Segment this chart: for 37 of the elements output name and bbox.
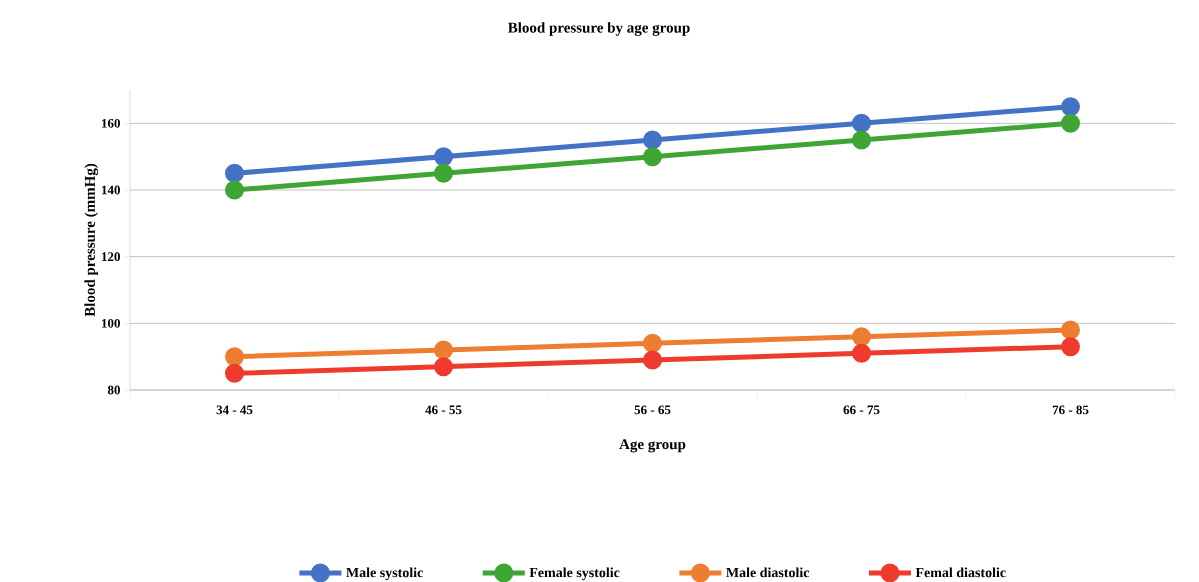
point [643,147,663,167]
point [1061,320,1081,340]
legend-label: Male diastolic [726,567,810,578]
y-tick-label: 100 [102,318,120,328]
x-tick-label: 66 - 75 [843,405,880,415]
legend-label: Male systolic [346,567,423,581]
point [1061,97,1081,117]
legend-label: Female systolic [529,567,620,581]
point [643,350,663,370]
x-axis-title: Age group [619,439,686,453]
x-tick-label: 56 - 65 [634,405,671,415]
point [1061,113,1081,133]
y-axis-title: Blood pressure (mmHg) [84,163,99,317]
y-tick-label: 140 [102,185,120,195]
point [852,343,872,363]
point [225,180,245,200]
y-tick-label: 80 [107,385,120,395]
y-tick-label: 120 [102,252,120,262]
point [434,163,453,183]
point [434,340,453,360]
point [643,130,663,150]
chart-title: Blood pressure by age group [507,22,690,36]
point [852,113,872,133]
point [852,327,872,347]
point [225,347,245,367]
point [434,357,453,377]
x-tick-label: 34 - 45 [216,405,253,415]
x-tick-label: 76 - 85 [1052,405,1089,415]
point [434,147,453,167]
x-tick-label: 46 - 55 [425,405,462,415]
legend-label: Femal diastolic [915,567,1006,578]
point [1061,337,1081,357]
point [225,163,245,183]
y-tick-label: 160 [102,118,120,128]
point [643,333,663,353]
point [225,363,245,383]
point [852,130,872,150]
